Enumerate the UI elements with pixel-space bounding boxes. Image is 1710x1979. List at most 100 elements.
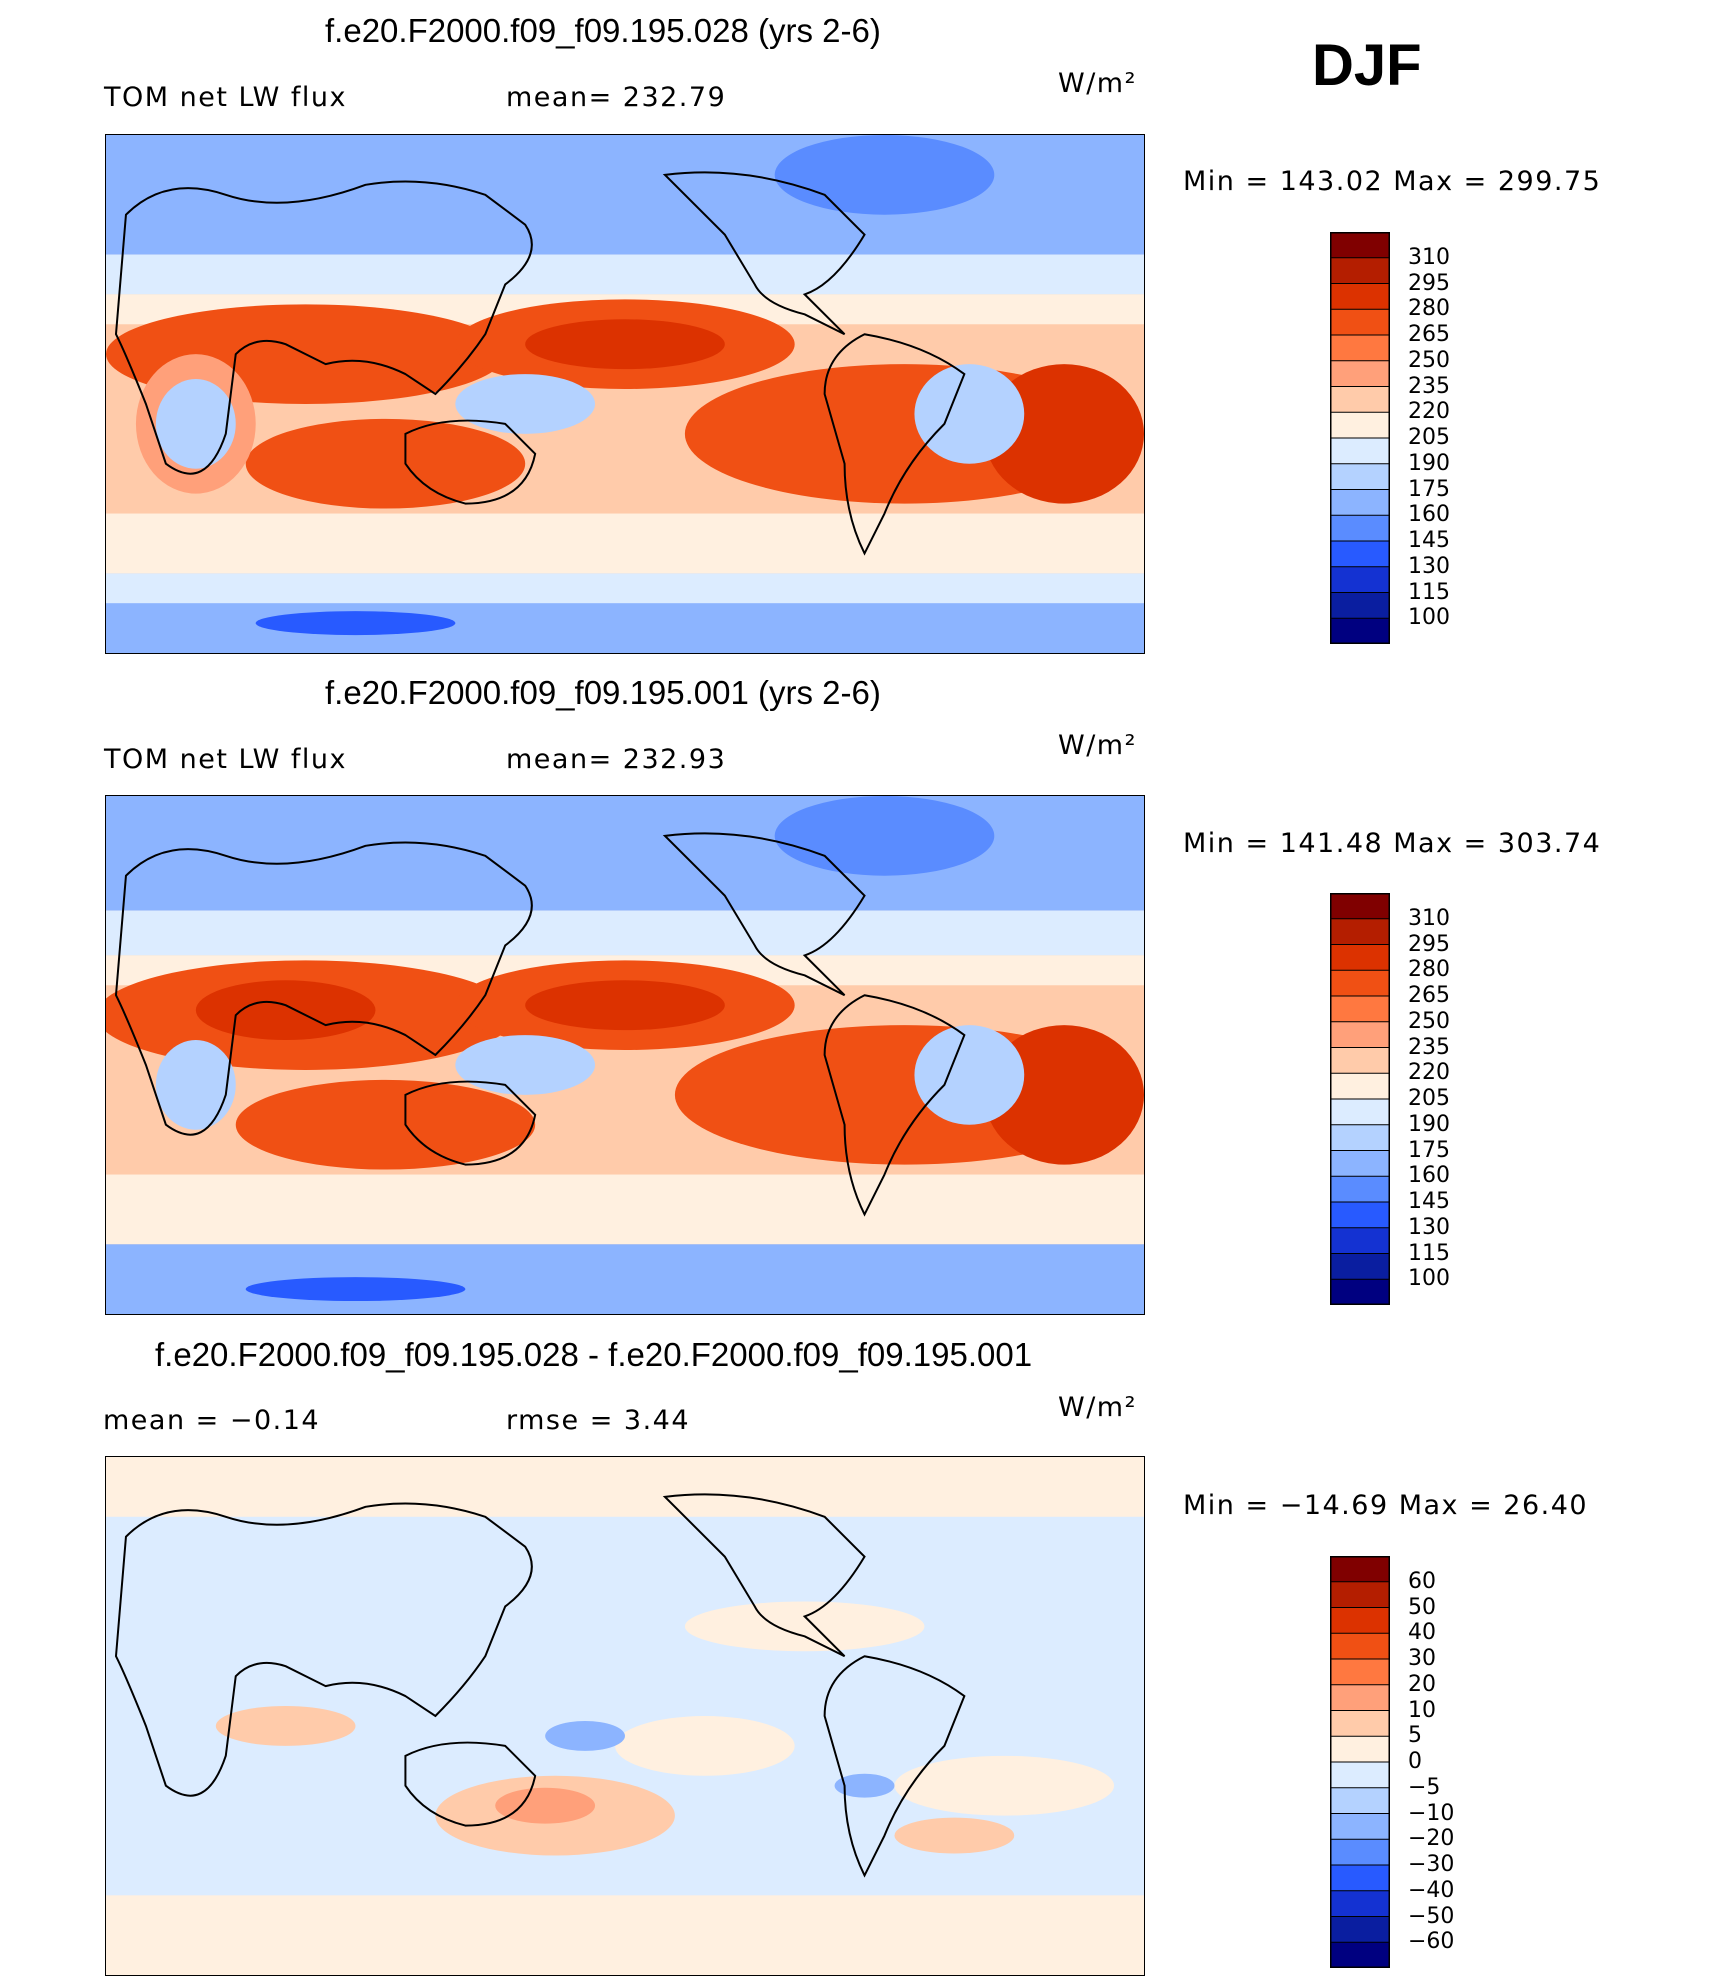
colorbar-tick-label: 265 [1408,322,1450,347]
colorbar-tick-label: 160 [1408,502,1450,528]
north-america-coast [662,1493,866,1658]
warm-zone [245,418,526,509]
diff-patch [894,1755,1115,1816]
south-america-coast [823,994,966,1217]
colorbar-swatch [1330,592,1390,619]
panel1-units: W/m² [1058,68,1137,99]
warm-core [525,319,725,370]
diff-patch [106,1457,1144,1517]
colorbar-swatch [1330,996,1390,1023]
eurasia-africa-coast [114,1502,533,1797]
arctic-band [106,135,1144,255]
colorbar-swatch [1330,944,1390,971]
colorbar-tick-label: 220 [1408,1060,1450,1086]
colorbar-swatch [1330,1839,1390,1866]
colorbar-border [1330,1556,1390,1968]
colorbar-swatch [1330,1633,1390,1660]
colorbar-tick-label: 115 [1408,1240,1450,1266]
colorbar-swatch [1330,1762,1390,1789]
warm-core [525,980,725,1031]
colorbar-swatch [1330,918,1390,945]
panel2-title: f.e20.F2000.f09_f09.195.001 (yrs 2-6) [325,674,881,711]
colorbar-swatch [1330,1227,1390,1254]
panel2-units: W/m² [1058,730,1137,761]
arctic-band [106,796,1144,911]
season-label: DJF [1312,33,1422,98]
coastlines [114,1493,966,1878]
panel3-title: f.e20.F2000.f09_f09.195.028 - f.e20.F200… [155,1336,1033,1373]
colorbar-swatch [1330,1710,1390,1737]
colorbar-tick-label: 130 [1408,553,1450,579]
colorbar-tick-label: 30 [1408,1646,1436,1671]
panel1-variable: TOM net LW flux [104,82,347,113]
colorbar-tick-label: 175 [1408,476,1450,502]
panel1-minmax: Min = 143.02 Max = 299.75 [1183,166,1602,197]
diff-patch [495,1787,596,1824]
diff-patch [684,1601,925,1652]
colorbar-swatch [1330,618,1390,644]
colorbar-tick-label: −40 [1408,1877,1455,1903]
panel3-map [105,1456,1145,1976]
colorbar-tick-label: −20 [1408,1826,1455,1852]
colorbar-tick-label: −10 [1408,1800,1455,1826]
cold-cloud [914,1025,1025,1125]
colorbar-tick-label: −50 [1408,1903,1455,1929]
colorbar-tick-label: −30 [1408,1852,1455,1877]
colorbar-swatch [1330,1581,1390,1608]
colorbar-swatch [1330,1813,1390,1840]
cold-cloud [455,374,596,434]
colorbar-swatch [1330,1073,1390,1100]
panel1-title: f.e20.F2000.f09_f09.195.028 (yrs 2-6) [325,12,881,49]
greenland-low [774,135,995,215]
colorbar-swatch [1330,1124,1390,1151]
colorbar-swatch [1330,1099,1390,1126]
colorbar-swatch [1330,1202,1390,1229]
colorbar-tick-label: 190 [1408,1111,1450,1137]
colorbar-tick-label: 100 [1408,1266,1450,1292]
colorbar-swatch [1330,1736,1390,1763]
colorbar-swatch [1330,1253,1390,1280]
colorbar-tick-label: 205 [1408,1086,1450,1111]
colorbar-tick-label: −5 [1408,1774,1441,1800]
panel1-map-svg [106,135,1144,653]
colorbar-tick-label: 0 [1408,1749,1422,1774]
cold-cloud [455,1035,596,1095]
panel2-minmax: Min = 141.48 Max = 303.74 [1183,828,1602,859]
panel2-colorbar-svg [1330,893,1390,1305]
colorbar-swatch [1330,541,1390,568]
colorbar-swatch [1330,1279,1390,1305]
south-america-coast [823,1655,966,1878]
colorbar-swatch [1330,463,1390,490]
colorbar-swatch [1330,438,1390,465]
cold-cloud [914,364,1025,464]
colorbar-swatch [1330,1890,1390,1917]
warm-core [984,364,1144,504]
colorbar-swatch [1330,1556,1390,1583]
colorbar-tick-label: 130 [1408,1214,1450,1240]
diff-patch [215,1706,356,1746]
antarctic-band [106,1244,1144,1314]
colorbar-tick-label: 205 [1408,425,1450,450]
colorbar-tick-label: 250 [1408,347,1450,373]
colorbar-tick-label: 10 [1408,1697,1436,1723]
colorbar-swatch [1330,283,1390,310]
colorbar-tick-label: 20 [1408,1671,1436,1697]
nh-band [106,254,1144,295]
colorbar-tick-label: 235 [1408,373,1450,399]
panel3-colorbar [1330,1556,1390,1968]
diff-patch [615,1716,795,1776]
colorbar-tick-label: 145 [1408,1189,1450,1214]
colorbar-swatch [1330,1607,1390,1634]
colorbar-swatch [1330,1787,1390,1814]
colorbar-swatch [1330,1176,1390,1203]
colorbar-swatch [1330,335,1390,362]
north-america-coast [662,832,866,997]
colorbar-tick-label: 190 [1408,450,1450,476]
panel2-colorbar [1330,893,1390,1305]
panel1-mean: mean= 232.79 [506,82,727,113]
warm-core [195,980,376,1041]
colorbar-swatch [1330,232,1390,259]
sh-band [106,513,1144,574]
diff-patch [106,1895,1144,1975]
panel1-map [105,134,1145,654]
